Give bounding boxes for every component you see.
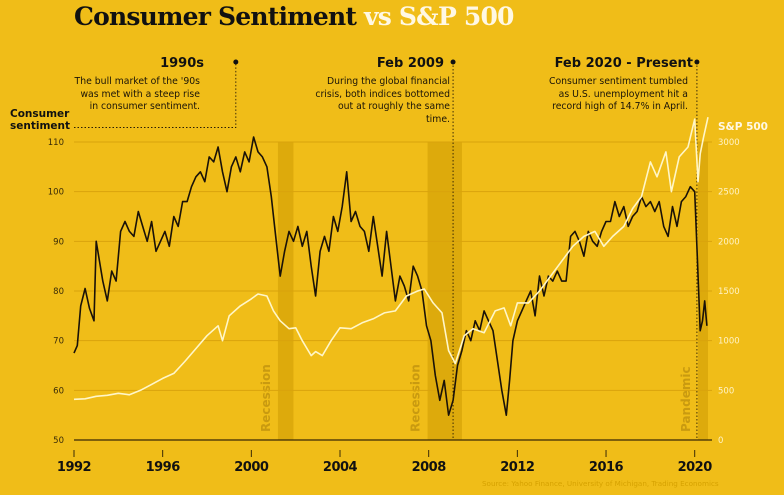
- y-tick-label: 60: [53, 386, 64, 396]
- annotation-heading-2020: Feb 2020 - Present: [554, 56, 693, 71]
- annotation-text-2009: During the global financial crisis, both…: [315, 76, 450, 125]
- marker-line-1990s: [74, 62, 237, 128]
- shaded-period-label-1: Recession: [409, 364, 423, 432]
- title-consumer-sentiment: Consumer Sentiment: [74, 2, 357, 31]
- y2-tick-label: 2500: [718, 188, 740, 198]
- x-tick-label: 2000: [234, 460, 269, 475]
- annotation-text-2020: Consumer sentiment tumbled as U.S. unemp…: [548, 76, 688, 112]
- shaded-period-label-2: Pandemic: [679, 366, 693, 432]
- annotation-heading-1990s: 1990s: [160, 56, 204, 71]
- marker-dot-1990s: [233, 59, 239, 65]
- y-tick-label: 100: [48, 188, 64, 198]
- x-tick-label: 2012: [500, 460, 534, 475]
- x-tick-label: 2020: [678, 460, 713, 475]
- marker-dot-1: [450, 59, 456, 65]
- shaded-period-label-0: Recession: [259, 364, 273, 432]
- x-tick-label: 2004: [323, 460, 358, 475]
- source-note: Source: Yahoo Finance, University of Mic…: [482, 479, 719, 488]
- title-sp500: vs S&P 500: [364, 2, 514, 31]
- y-axis-label-left: Consumer sentiment: [10, 108, 71, 132]
- x-tick-label: 1992: [57, 460, 91, 475]
- y-axis-label-right: S&P 500: [718, 121, 768, 133]
- y-tick-label: 70: [53, 337, 64, 347]
- y2-tick-label: 1500: [718, 287, 740, 297]
- y2-tick-label: 1000: [718, 337, 740, 347]
- y2-tick-label: 500: [718, 386, 734, 396]
- marker-dot-2: [694, 59, 700, 65]
- series-line-consumer-sentiment: [73, 136, 708, 417]
- y-tick-label: 110: [48, 138, 64, 148]
- x-tick-label: 2008: [412, 460, 447, 475]
- y2-tick-label: 0: [718, 436, 723, 446]
- chart-title: Consumer Sentiment vs S&P 500: [74, 2, 514, 31]
- x-tick-label: 2016: [589, 460, 624, 475]
- x-tick-label: 1996: [146, 460, 181, 475]
- y-tick-label: 50: [53, 436, 64, 446]
- annotation-text-1990s: The bull market of the '90s was met with…: [74, 76, 200, 112]
- y2-tick-label: 3000: [718, 138, 740, 148]
- series-line-sp500: [73, 117, 709, 401]
- annotation-heading-2009: Feb 2009: [376, 56, 444, 71]
- y-tick-label: 90: [53, 237, 64, 247]
- y-tick-label: 80: [53, 287, 64, 297]
- y2-tick-label: 2000: [718, 237, 740, 247]
